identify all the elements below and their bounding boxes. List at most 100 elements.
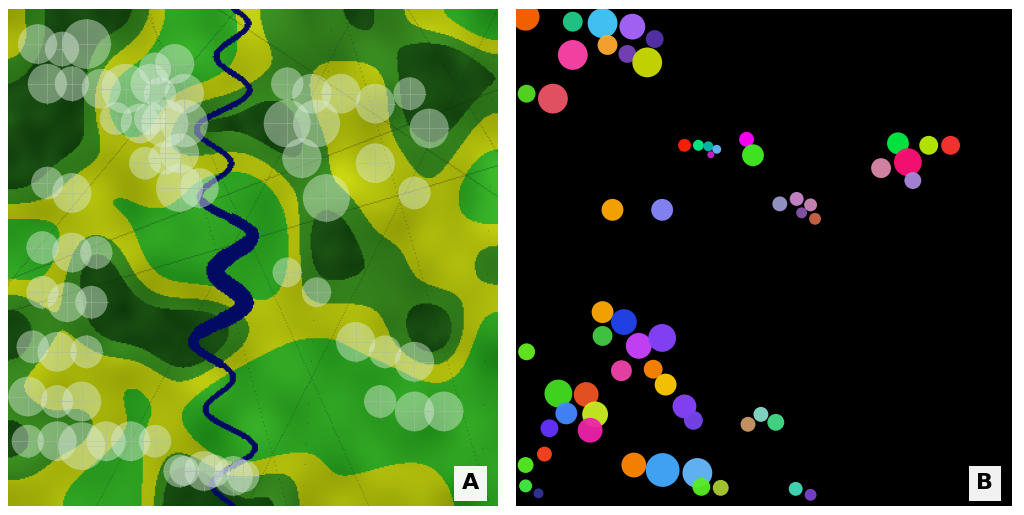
- Circle shape: [512, 3, 540, 30]
- Text: B: B: [976, 473, 993, 493]
- Circle shape: [45, 31, 79, 66]
- Text: A: A: [462, 473, 479, 493]
- Circle shape: [620, 14, 645, 40]
- Circle shape: [626, 333, 651, 359]
- Circle shape: [692, 478, 711, 496]
- Circle shape: [920, 136, 938, 154]
- Circle shape: [410, 109, 449, 148]
- Circle shape: [611, 309, 637, 335]
- Circle shape: [393, 77, 426, 110]
- Circle shape: [80, 236, 113, 269]
- Circle shape: [322, 74, 360, 113]
- Circle shape: [160, 133, 199, 173]
- Circle shape: [184, 451, 223, 491]
- Circle shape: [302, 278, 331, 307]
- Circle shape: [365, 385, 396, 418]
- Circle shape: [62, 19, 111, 69]
- Circle shape: [887, 132, 909, 154]
- Circle shape: [170, 456, 199, 486]
- Circle shape: [788, 482, 803, 496]
- Circle shape: [518, 344, 535, 360]
- Circle shape: [139, 425, 171, 457]
- Circle shape: [111, 421, 151, 461]
- Circle shape: [538, 84, 567, 113]
- Circle shape: [395, 342, 434, 382]
- Circle shape: [134, 102, 166, 135]
- Circle shape: [537, 447, 552, 461]
- Circle shape: [71, 335, 102, 368]
- Circle shape: [740, 417, 756, 432]
- Circle shape: [519, 479, 532, 492]
- Circle shape: [336, 322, 375, 362]
- Circle shape: [713, 145, 721, 154]
- Circle shape: [141, 99, 188, 147]
- Circle shape: [165, 74, 204, 113]
- Circle shape: [131, 64, 170, 104]
- Circle shape: [678, 139, 691, 152]
- Circle shape: [129, 147, 162, 180]
- Circle shape: [804, 198, 817, 211]
- Circle shape: [790, 192, 804, 206]
- Circle shape: [38, 421, 77, 461]
- Circle shape: [555, 402, 578, 424]
- Circle shape: [588, 8, 617, 38]
- Circle shape: [369, 335, 401, 368]
- Circle shape: [52, 233, 91, 272]
- Circle shape: [52, 173, 91, 213]
- Circle shape: [654, 374, 677, 396]
- Circle shape: [742, 144, 764, 166]
- Circle shape: [805, 489, 816, 501]
- Circle shape: [54, 66, 89, 101]
- Circle shape: [16, 331, 49, 363]
- Circle shape: [143, 77, 176, 110]
- Circle shape: [139, 53, 171, 85]
- Circle shape: [38, 332, 77, 372]
- Circle shape: [355, 84, 395, 124]
- Circle shape: [601, 199, 624, 221]
- Circle shape: [708, 151, 715, 158]
- Circle shape: [646, 453, 680, 487]
- Circle shape: [82, 69, 121, 109]
- Circle shape: [703, 141, 714, 151]
- Circle shape: [121, 104, 160, 143]
- Circle shape: [941, 136, 961, 154]
- Circle shape: [518, 457, 534, 473]
- Circle shape: [75, 286, 108, 319]
- Circle shape: [904, 172, 922, 189]
- Circle shape: [592, 301, 613, 323]
- Circle shape: [646, 30, 664, 48]
- Circle shape: [27, 231, 58, 264]
- Circle shape: [271, 67, 303, 100]
- Circle shape: [156, 164, 203, 212]
- Circle shape: [27, 276, 58, 308]
- Circle shape: [264, 99, 310, 147]
- Circle shape: [227, 459, 259, 492]
- Circle shape: [58, 422, 105, 470]
- Circle shape: [754, 407, 768, 422]
- Circle shape: [398, 177, 431, 209]
- Circle shape: [99, 102, 132, 135]
- Circle shape: [772, 196, 787, 211]
- Circle shape: [809, 213, 821, 225]
- Circle shape: [648, 324, 676, 352]
- Circle shape: [578, 418, 602, 443]
- Circle shape: [797, 208, 807, 218]
- Circle shape: [644, 360, 663, 379]
- Circle shape: [682, 458, 713, 488]
- Circle shape: [272, 258, 302, 287]
- Circle shape: [573, 382, 599, 407]
- Circle shape: [684, 411, 702, 430]
- Circle shape: [598, 35, 617, 55]
- Circle shape: [871, 158, 891, 178]
- Circle shape: [86, 421, 126, 461]
- Circle shape: [651, 199, 673, 221]
- Circle shape: [767, 414, 784, 431]
- Circle shape: [611, 360, 632, 381]
- Circle shape: [713, 480, 729, 496]
- Circle shape: [563, 12, 583, 31]
- Circle shape: [355, 143, 395, 183]
- Circle shape: [633, 47, 663, 77]
- Circle shape: [18, 24, 57, 64]
- Circle shape: [303, 174, 350, 222]
- Circle shape: [155, 44, 195, 84]
